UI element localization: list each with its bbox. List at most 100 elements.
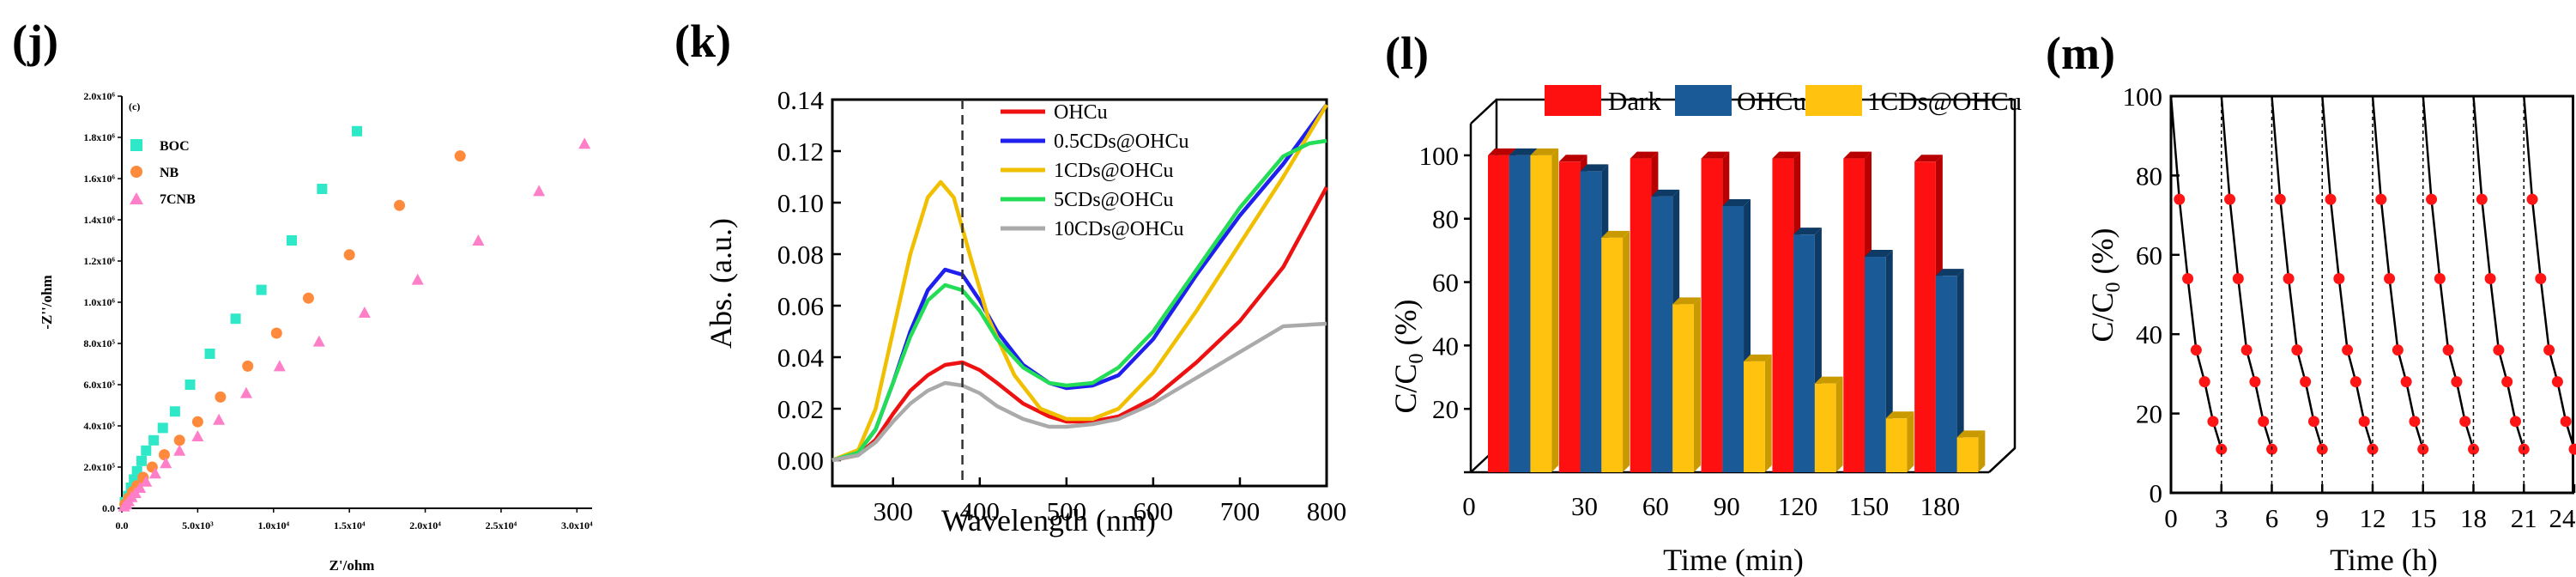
- panel-k-x-tick-label: 500: [1047, 496, 1087, 526]
- panel-m-x-tick-label: 18: [2460, 503, 2487, 533]
- cycle-point: [2307, 416, 2319, 428]
- cycle-point: [2434, 273, 2446, 285]
- panel-m-x-tick-label: 24: [2549, 503, 2576, 533]
- cycle-line: [2169, 95, 2222, 450]
- panel-j-y-tick-label: 1.8x10⁶: [83, 131, 115, 143]
- bar-top-dark: [1488, 148, 1516, 155]
- panel-k-y-tick-label: 0.12: [777, 137, 824, 167]
- panel-j-y-tick-label: 1.4x10⁶: [83, 214, 115, 226]
- data-point-7cnb: [533, 185, 546, 197]
- data-point-boc: [169, 406, 180, 417]
- panel-j-y-tick-label: 8.0x10⁵: [83, 337, 115, 349]
- data-point-7cnb: [578, 137, 591, 149]
- panel-j-y-tick-label: 6.0x10⁵: [83, 379, 115, 391]
- panel-k-y-tick-label: 0.10: [777, 188, 824, 218]
- legend-nb-label: NB: [160, 166, 179, 180]
- cycle-point: [2224, 193, 2236, 205]
- cycle-point: [2484, 273, 2496, 285]
- panel-m-x-tick-label: 9: [2316, 503, 2330, 533]
- panel-m-ylabel: C/C0 (%): [2085, 228, 2125, 343]
- panel-j-impedance-chart: (j) (c) -Z''/ohm Z'/ohm 0.0 5.0x10³ 1.0x10…: [12, 15, 593, 574]
- bar-ohcu: [1935, 276, 1957, 472]
- panel-j-points: [118, 125, 591, 512]
- bar-top-ohcu: [1935, 269, 1964, 276]
- data-point-boc: [184, 380, 196, 390]
- panel-m-label: (m): [2046, 27, 2115, 79]
- bar-ohcu: [1651, 196, 1673, 472]
- data-point-nb: [393, 199, 405, 211]
- cycle-point: [2174, 193, 2186, 205]
- panel-j-y-tick-label: 1.6x10⁶: [83, 173, 115, 185]
- bar-dark: [1843, 158, 1865, 472]
- cycle-point: [2501, 376, 2513, 388]
- panel-l-legend: Dark OHCu 1CDs@OHCu: [1545, 85, 2022, 116]
- cycle-point: [2291, 344, 2303, 356]
- legend-1cds-label: 1CDs@OHCu: [1054, 160, 1173, 182]
- cycle-point: [2274, 193, 2286, 205]
- panel-l-x-tick-label: 180: [1920, 491, 1961, 521]
- panel-l-x-tick-label: 30: [1571, 491, 1598, 521]
- panel-m-x-tick-label: 3: [2215, 503, 2228, 533]
- data-point-7cnb: [173, 444, 186, 456]
- bar-top-dark: [1843, 151, 1872, 159]
- data-point-nb: [173, 434, 185, 446]
- panel-j-label: (j): [12, 15, 58, 67]
- bar-top-dark: [1558, 155, 1587, 162]
- panel-m-x-tick-label: 15: [2410, 503, 2436, 533]
- panel-l-ylabel: C/C0 (%): [1388, 300, 1428, 414]
- data-point-boc: [148, 434, 160, 446]
- data-point-7cnb: [472, 234, 485, 246]
- cycle-line: [2371, 95, 2424, 450]
- panel-k-legend: OHCu 0.5CDs@OHCu 1CDs@OHCu 5CDs@OHCu 10C…: [1001, 101, 1188, 240]
- legend-10cds-label: 10CDs@OHCu: [1054, 218, 1183, 240]
- panel-j-x-tick-label: 0.0: [116, 519, 129, 531]
- cycle-point: [2349, 376, 2361, 388]
- panel-k-x-tick-label: 600: [1134, 496, 1174, 526]
- bar-top-ohcu: [1509, 148, 1538, 155]
- cycle-point: [2283, 273, 2295, 285]
- panel-l-x-tick-label: 150: [1849, 491, 1890, 521]
- panel-j-x-tick-label: 3.0x10⁴: [561, 519, 593, 531]
- panel-j-inner-label: (c): [129, 100, 140, 112]
- panel-l-ylabel-sub: 0: [1406, 353, 1428, 363]
- cycle-point: [2190, 344, 2202, 356]
- data-point-nb: [270, 327, 282, 339]
- panel-m-ylabel-main: C/C: [2085, 292, 2119, 342]
- bar-ohcu: [1580, 171, 1602, 472]
- bar-1cds-ohcu: [1956, 437, 1979, 472]
- bar-1cds-ohcu: [1885, 418, 1908, 472]
- panel-m-x-tick-label: 21: [2511, 503, 2537, 533]
- data-point-nb: [302, 292, 314, 304]
- panel-m-y-tick-label: 0: [2150, 478, 2163, 508]
- cycle-point: [2358, 416, 2370, 428]
- bar-1cds-ohcu: [1601, 237, 1624, 472]
- bar-top-ohcu: [1722, 198, 1751, 206]
- cycle-point: [2526, 193, 2538, 205]
- cycle-point: [2333, 273, 2345, 285]
- data-point-7cnb: [140, 475, 153, 487]
- cycle-line: [2422, 95, 2475, 450]
- series-line-1cds-ohcu: [831, 103, 1328, 463]
- bar-top-1cds-ohcu: [1672, 297, 1701, 305]
- bar-dark: [1701, 158, 1723, 472]
- cycle-point: [2258, 416, 2270, 428]
- series-line-ohcu: [831, 185, 1328, 463]
- panel-l-x-tick-label: 0: [1462, 491, 1476, 521]
- bar-1cds-ohcu: [1530, 155, 1552, 472]
- panel-m-y-tick-label: 20: [2136, 399, 2162, 429]
- cycle-line: [2472, 95, 2525, 450]
- bar-top-dark: [1914, 155, 1943, 162]
- panel-k-x-tick-label: 800: [1307, 496, 1347, 526]
- bar-ohcu: [1793, 234, 1815, 472]
- panel-l-x-tick-label: 90: [1714, 491, 1740, 521]
- panel-j-y-tick-label: 1.0x10⁶: [83, 296, 115, 308]
- panel-l-y-tick-label: 60: [1432, 268, 1459, 298]
- panel-k-axes: [831, 98, 1328, 488]
- bar-top-1cds-ohcu: [1956, 430, 1986, 438]
- cycle-point: [2509, 416, 2521, 428]
- cycle-point: [2560, 416, 2572, 428]
- bar-side-1cds-ohcu: [1835, 376, 1843, 472]
- bar-side-1cds-ohcu: [1907, 411, 1914, 472]
- cycle-point: [2543, 344, 2555, 356]
